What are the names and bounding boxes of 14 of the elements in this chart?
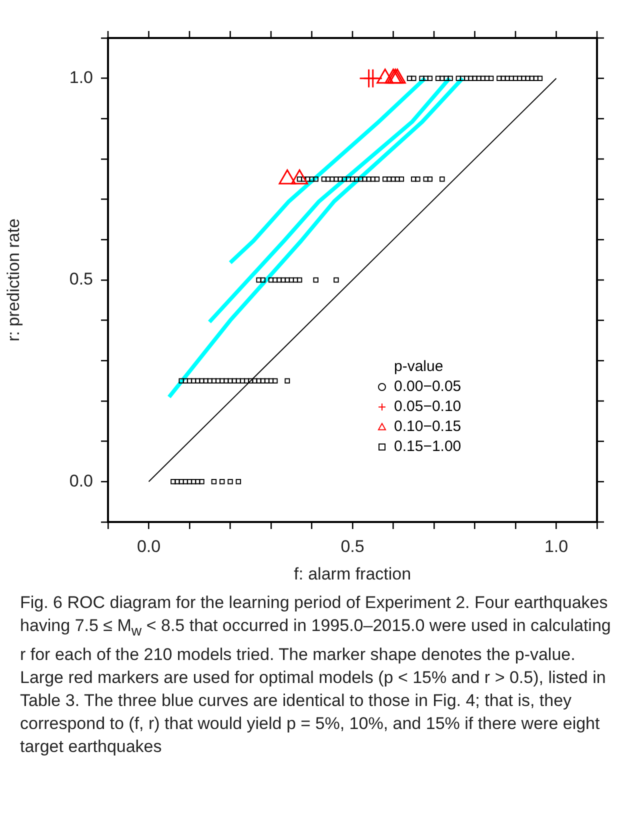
legend-title: p-value — [394, 358, 444, 376]
legend-label: 0.15−1.00 — [394, 438, 462, 456]
y-tick-label: 0.0 — [69, 471, 93, 490]
y-axis-title: r: prediction rate — [4, 218, 23, 342]
legend-label: 0.05−0.10 — [394, 398, 462, 416]
x-tick-label: 0.5 — [340, 536, 364, 556]
legend-label: 0.00−0.05 — [394, 378, 462, 396]
y-tick-label: 1.0 — [69, 68, 93, 88]
legend-label: 0.10−0.15 — [394, 418, 462, 436]
x-tick-label: 1.0 — [544, 536, 568, 556]
text: Fig. 6 ROC diagram for the learning period of Experiment 2. Four earthquakes having 7.5 ≤ M$_{w}$ < 8.5 that occurred in 1995.0–2015.0 were used in calculating r for each of the 210 models tried. The marker shape denotes the p-value. Large red markers are used for optimal models (p < 15% and r > 0.5), listed in Table 3. The three blue curves are identical to those in Fig. 4; that is, they correspond to (f, r) that would yield p = 5%, 10%, and 15% if there were eight target earthquakes — [20, 593, 611, 756]
y-tick-label: 0.5 — [69, 270, 93, 289]
x-tick-label: 0.0 — [136, 536, 161, 556]
x-axis-title: f: alarm fraction — [294, 564, 412, 584]
